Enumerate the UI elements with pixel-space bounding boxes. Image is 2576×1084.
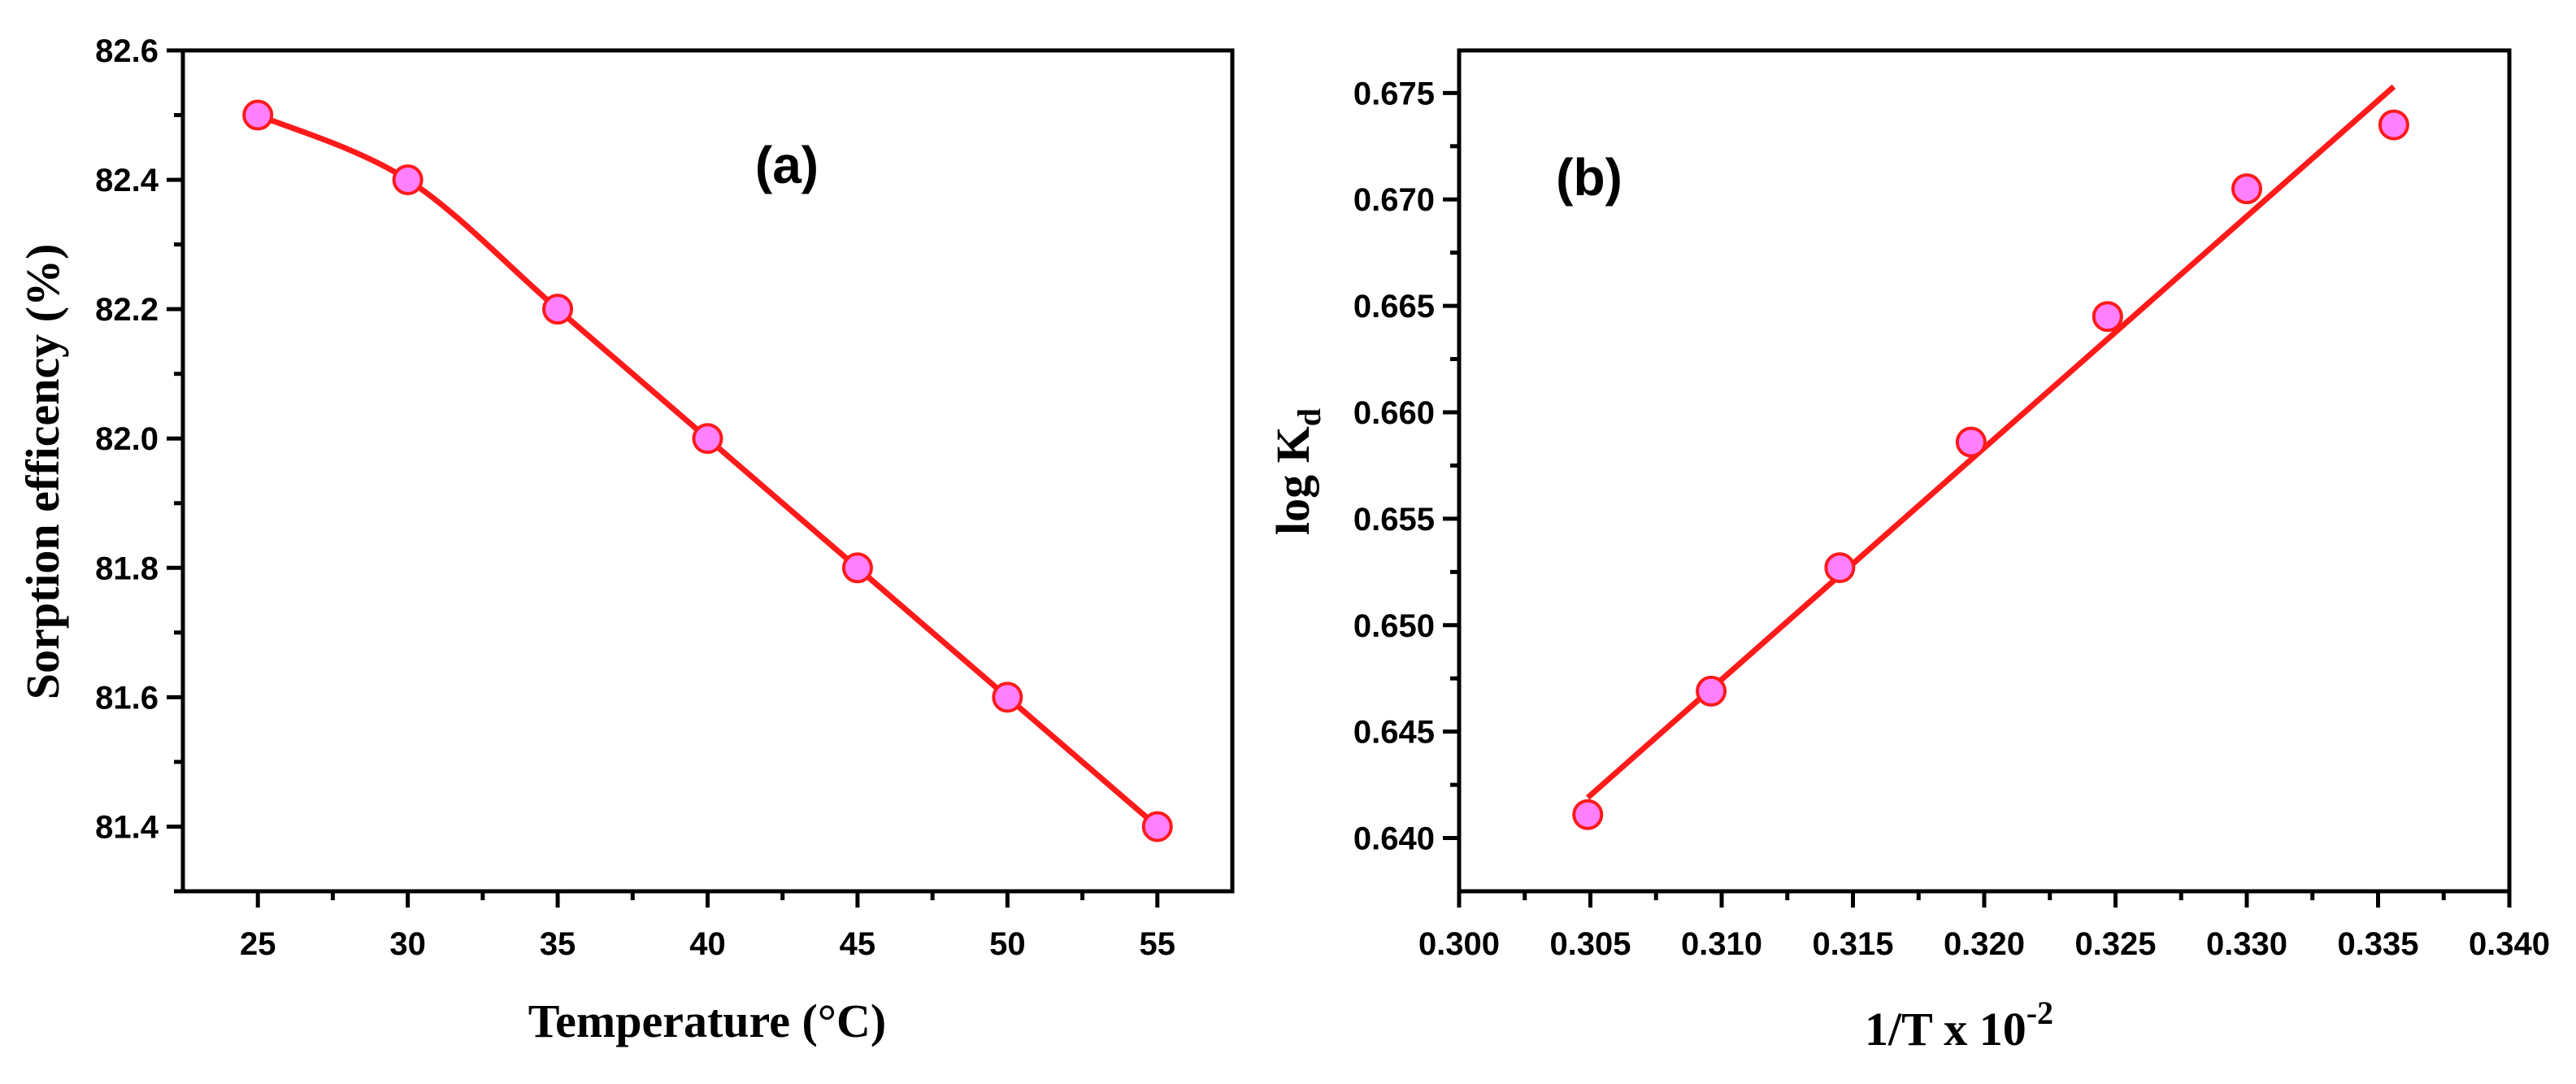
data-point xyxy=(2378,109,2409,141)
data-point xyxy=(1824,552,1856,584)
panel-b-x-axis-title-sup: -2 xyxy=(2026,995,2053,1031)
panel-a-y-tick-labels: 81.4 81.6 81.8 82.0 82.2 82.4 82.6 xyxy=(95,33,159,845)
data-point xyxy=(242,99,274,131)
panel-b-y-axis-title: log Kd xyxy=(1266,408,1327,535)
panel-b-x-tick-labels: 0.300 0.305 0.310 0.315 0.320 0.325 0.330 0.335… xyxy=(1418,926,2550,962)
y-tick-label: 0.650 xyxy=(1353,608,1435,644)
panel-b-points xyxy=(1572,109,2409,830)
x-tick-label: 0.340 xyxy=(2469,926,2550,962)
panel-b-label: (b) xyxy=(1556,148,1622,207)
x-tick-label: 0.330 xyxy=(2206,926,2287,962)
y-tick-label: 82.0 xyxy=(95,421,159,457)
x-tick-label: 35 xyxy=(540,926,576,962)
y-tick-label: 82.4 xyxy=(95,163,159,198)
x-tick-label: 0.320 xyxy=(1944,926,2025,962)
panel-b-x-axis-title: 1/T x 10-2 xyxy=(1865,995,2053,1056)
panel-a-y-axis-title: Sorption efficency (%) xyxy=(16,244,69,700)
data-point xyxy=(1572,799,1604,830)
panel-b-fit-line xyxy=(1585,84,2396,800)
y-tick-label: 0.670 xyxy=(1353,182,1435,218)
x-tick-label: 0.335 xyxy=(2337,926,2418,962)
y-tick-label: 82.2 xyxy=(95,292,159,328)
panel-b-y-tick-labels: 0.640 0.645 0.650 0.655 0.660 0.665 0.670 0.675 xyxy=(1353,76,1435,856)
x-tick-label: 0.325 xyxy=(2074,926,2156,962)
y-tick-label: 81.8 xyxy=(95,551,159,586)
panel-b-y-axis-title-main: log K xyxy=(1266,426,1319,535)
x-tick-label: 25 xyxy=(240,926,276,962)
panel-a-label: (a) xyxy=(755,136,819,194)
x-tick-label: 55 xyxy=(1140,926,1176,962)
y-tick-label: 0.655 xyxy=(1353,502,1435,538)
panel-a-ticks xyxy=(167,48,1160,908)
data-point xyxy=(1141,811,1173,842)
panel-a-points xyxy=(242,99,1173,842)
y-tick-label: 82.6 xyxy=(95,33,159,69)
data-point xyxy=(1696,675,1727,707)
panel-a-x-tick-labels: 25 30 35 40 45 50 55 xyxy=(240,926,1175,962)
x-tick-label: 45 xyxy=(840,926,876,962)
x-tick-label: 40 xyxy=(689,926,726,962)
x-tick-label: 0.310 xyxy=(1681,926,1762,962)
y-tick-label: 81.4 xyxy=(95,809,159,845)
panel-b-chart: 0.300 0.305 0.310 0.315 0.320 0.325 0.330 0.335… xyxy=(1266,48,2550,1056)
data-point xyxy=(692,423,723,455)
data-point xyxy=(392,164,424,196)
y-tick-label: 81.6 xyxy=(95,680,159,716)
y-tick-label: 0.675 xyxy=(1353,76,1435,111)
panel-b-x-axis-title-main: 1/T x 10 xyxy=(1865,1003,2026,1056)
y-tick-label: 0.660 xyxy=(1353,395,1435,431)
x-tick-label: 30 xyxy=(389,926,426,962)
x-tick-label: 50 xyxy=(989,926,1026,962)
y-tick-label: 0.665 xyxy=(1353,289,1435,324)
y-tick-label: 0.645 xyxy=(1353,715,1435,751)
panel-b-ticks xyxy=(1443,90,2512,908)
data-point xyxy=(542,294,574,325)
x-tick-label: 0.315 xyxy=(1812,926,1893,962)
panel-a-curve xyxy=(256,112,1160,829)
y-tick-label: 0.640 xyxy=(1353,821,1435,857)
data-point xyxy=(841,552,873,584)
panel-a-chart: 25 30 35 40 45 50 55 81.481.681.882.082.282.48… xyxy=(16,33,1235,1047)
data-point xyxy=(992,681,1023,713)
panel-a-frame xyxy=(180,48,1235,894)
panel-a-x-axis-title: Temperature (°C) xyxy=(528,995,886,1047)
data-point xyxy=(1955,426,1987,458)
panel-b-frame xyxy=(1457,48,2512,894)
panel-b-y-axis-title-sub: d xyxy=(1291,408,1327,426)
data-point xyxy=(2231,173,2262,205)
data-point xyxy=(2092,301,2123,333)
x-tick-label: 0.300 xyxy=(1418,926,1500,962)
x-tick-label: 0.305 xyxy=(1549,926,1631,962)
